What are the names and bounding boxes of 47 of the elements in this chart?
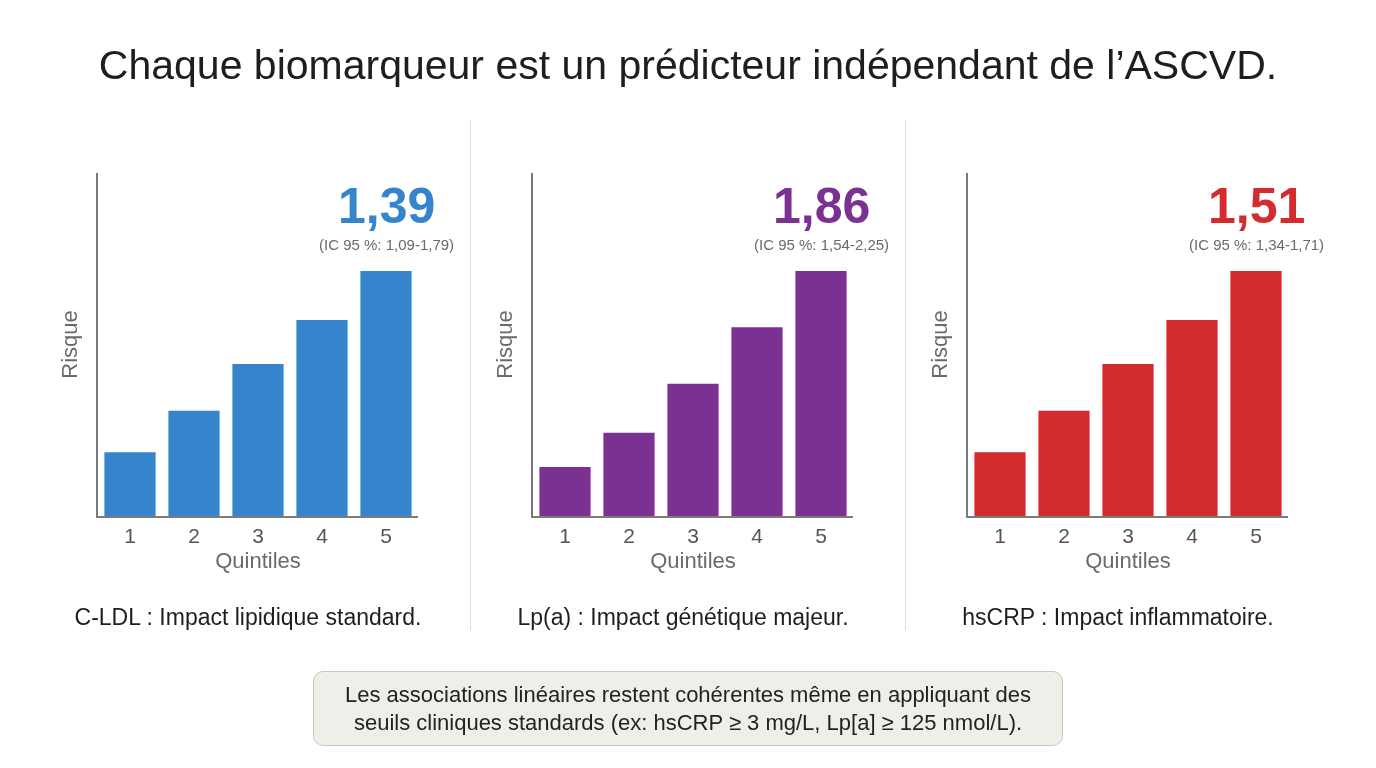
x-tick-label: 1	[559, 524, 571, 548]
bar	[1102, 364, 1154, 516]
x-tick-label: 2	[623, 524, 635, 548]
x-tick-label: 2	[1058, 524, 1070, 548]
text: Lp(a) : Impact génétique majeur.	[516, 603, 850, 631]
bar	[1230, 271, 1282, 516]
bar	[232, 364, 284, 516]
x-tick-label: 5	[1250, 524, 1262, 548]
bar	[795, 271, 847, 516]
text: Chaque biomarqueur est un prédicteur indépendant de l’ASCVD.	[97, 41, 1279, 90]
x-axis-title: Quintiles	[215, 547, 301, 573]
y-axis-title: Risque	[927, 310, 953, 379]
bar	[360, 271, 412, 516]
bar	[603, 432, 655, 516]
bar	[974, 452, 1026, 516]
x-tick-label: 4	[316, 524, 329, 548]
x-tick-label: 3	[252, 524, 264, 548]
x-tick-label: 4	[1186, 524, 1199, 548]
annotation: (IC 95 %: 1,54-2,25)	[754, 236, 890, 253]
x-tick-label: 5	[380, 524, 392, 548]
bar	[731, 327, 783, 516]
bar	[1166, 320, 1218, 516]
x-tick-label: 5	[815, 524, 827, 548]
x-tick-label: 1	[124, 524, 136, 548]
bar	[296, 320, 348, 516]
bar	[1038, 410, 1090, 516]
x-tick-label: 4	[751, 524, 764, 548]
bar	[539, 467, 591, 516]
x-tick-label: 2	[188, 524, 200, 548]
x-axis-title: Quintiles	[1085, 547, 1171, 573]
annotation: (IC 95 %: 1,09-1,79)	[319, 236, 455, 253]
annotation: 1,51	[1208, 178, 1306, 234]
x-axis-title: Quintiles	[650, 547, 736, 573]
bar	[104, 452, 156, 516]
text: C-LDL : Impact lipidique standard.	[73, 603, 423, 631]
text: Les associations linéaires restent cohérentes même en appliquant des seuils cliniques standards (ex: hsCRP ≥ 3 mg/L, Lp[a] ≥ 125 nmol/L).	[313, 671, 1063, 746]
bar	[168, 410, 220, 516]
annotation: (IC 95 %: 1,34-1,71)	[1189, 236, 1325, 253]
bar	[667, 383, 719, 516]
y-axis-title: Risque	[57, 310, 83, 379]
annotation: 1,86	[773, 178, 871, 234]
y-axis-title: Risque	[492, 310, 518, 379]
x-tick-label: 3	[687, 524, 699, 548]
x-tick-label: 1	[994, 524, 1006, 548]
x-tick-label: 3	[1122, 524, 1134, 548]
text: hsCRP : Impact inflammatoire.	[961, 603, 1275, 631]
annotation: 1,39	[338, 178, 436, 234]
